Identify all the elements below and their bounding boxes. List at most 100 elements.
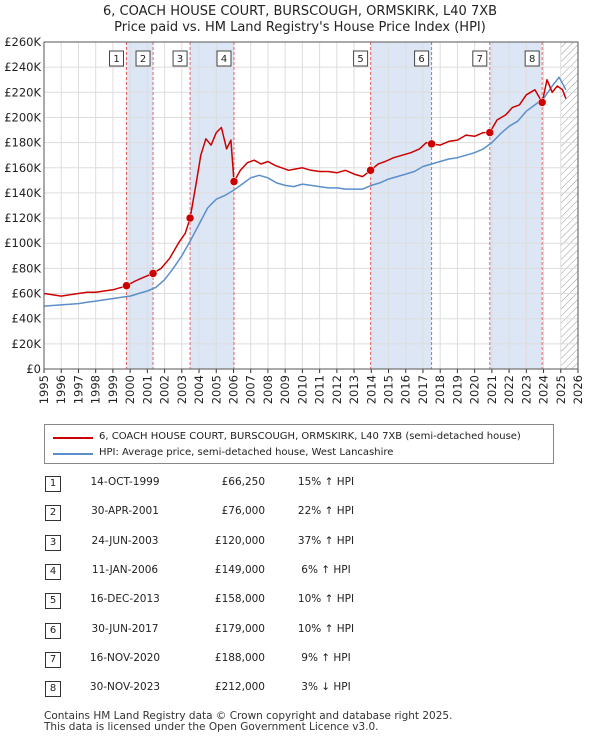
transaction-row: 3 24-JUN-2003 £120,000 37% ↑ HPI [0, 534, 600, 561]
transaction-date: 16-DEC-2013 [90, 593, 160, 606]
sale-marker-number-8: 8 [529, 54, 535, 65]
x-tick-label: 2005 [209, 375, 223, 404]
sale-marker-box-5 [353, 50, 369, 67]
sale-marker-box-3 [172, 50, 188, 67]
transaction-hpi-diff: 3% ↓ HPI [301, 681, 351, 694]
transaction-number: 4 [45, 563, 61, 580]
x-tick-label: 2007 [244, 375, 258, 404]
x-tick-label: 2008 [261, 375, 275, 404]
price-chart: £0 £20K £40K £60K £80K £100K £120K £140K £160K £1… [4, 35, 585, 404]
sale-marker-box-1 [109, 50, 125, 67]
sale-point-2 [148, 269, 158, 278]
x-tick-label: 2019 [450, 375, 464, 404]
x-tick-label: 2010 [295, 375, 309, 404]
y-tick-label: £0 [26, 362, 41, 376]
transaction-price: £158,000 [214, 593, 265, 606]
x-tick-label: 2013 [347, 375, 361, 404]
x-tick-label: 2020 [468, 375, 482, 404]
transaction-number: 5 [45, 593, 61, 610]
plot-frame [43, 41, 579, 370]
chart-title: 6, COACH HOUSE COURT, BURSCOUGH, ORMSKIR… [102, 4, 498, 19]
sale-point-5 [366, 166, 375, 175]
transaction-date: 30-NOV-2023 [89, 681, 161, 694]
chart-legend: 6, COACH HOUSE COURT, BURSCOUGH, ORMSKIR… [44, 424, 554, 464]
x-tick-label: 2003 [175, 375, 189, 404]
x-tick-label: 2023 [519, 375, 533, 404]
x-tick-label: 2012 [330, 375, 344, 404]
x-tick-label: 2001 [140, 375, 154, 404]
sale-marker-number-1: 1 [113, 54, 119, 65]
y-tick-label: £200K [4, 110, 41, 124]
x-tick-label: 2016 [399, 375, 413, 404]
transaction-price: £188,000 [214, 651, 265, 664]
transaction-hpi-diff: 15% ↑ HPI [297, 476, 355, 488]
sale-point-4 [229, 177, 239, 186]
x-tick-label: 1996 [54, 375, 68, 404]
transaction-hpi-diff: 37% ↑ HPI [297, 534, 355, 547]
y-tick-label: £20K [12, 337, 42, 351]
sale-marker-box-7 [472, 50, 488, 67]
shaded-period-3 [370, 42, 432, 369]
sale-point-3 [185, 213, 195, 223]
sale-point-8 [537, 98, 547, 107]
sale-marker-number-2: 2 [140, 54, 146, 65]
transaction-row: 8 30-NOV-2023 £212,000 3% ↓ HPI [0, 681, 600, 707]
sale-marker-number-4: 4 [221, 54, 227, 65]
y-tick-label: £100K [4, 236, 41, 250]
sale-marker-number-3: 3 [177, 54, 183, 65]
sale-marker-box-8 [524, 50, 540, 67]
transaction-price: £149,000 [214, 563, 265, 576]
chart-subtitle: Price paid vs. HM Land Registry's House … [114, 20, 486, 35]
x-tick-label: 2022 [502, 375, 516, 404]
sale-point-6 [427, 139, 436, 149]
transaction-date: 11-JAN-2006 [91, 563, 159, 576]
y-tick-label: £180K [4, 136, 41, 150]
x-tick-label: 2024 [537, 375, 551, 404]
transaction-number: 1 [45, 476, 61, 492]
shaded-period-2 [190, 42, 235, 369]
transaction-date: 14-OCT-1999 [90, 476, 160, 488]
y-tick-label: £120K [4, 211, 41, 225]
y-tick-label: £40K [12, 312, 42, 326]
footer-licence: This data is licensed under the Open Gov… [44, 721, 379, 733]
x-tick-label: 2011 [313, 375, 327, 404]
y-tick-label: £220K [4, 85, 41, 99]
x-tick-label: 1999 [106, 375, 120, 404]
transaction-date: 30-APR-2001 [91, 505, 159, 518]
sale-marker-number-5: 5 [357, 54, 363, 65]
y-tick-label: £260K [4, 35, 41, 49]
transaction-row: 2 30-APR-2001 £76,000 22% ↑ HPI [0, 505, 600, 531]
transaction-date: 16-NOV-2020 [89, 651, 161, 664]
transaction-number: 8 [45, 681, 61, 698]
x-tick-label: 2026 [571, 375, 585, 404]
transaction-number: 6 [45, 622, 61, 639]
transaction-hpi-diff: 10% ↑ HPI [297, 622, 355, 635]
y-tick-label: £240K [4, 60, 41, 74]
transaction-number: 3 [45, 534, 61, 551]
transaction-number: 2 [45, 505, 61, 522]
x-tick-label: 2004 [192, 375, 206, 404]
transaction-hpi-diff: 10% ↑ HPI [297, 593, 355, 606]
x-tick-label: 2017 [416, 375, 430, 404]
x-tick-label: 2006 [226, 375, 240, 404]
y-tick-label: £60K [12, 287, 42, 301]
transaction-price: £76,000 [221, 505, 265, 518]
transaction-date: 30-JUN-2017 [91, 622, 159, 635]
x-tick-label: 2014 [364, 375, 378, 404]
legend-property-label: 6, COACH HOUSE COURT, BURSCOUGH, ORMSKIR… [99, 431, 521, 442]
legend-hpi-label: HPI: Average price, semi-detached house,… [99, 447, 394, 458]
transaction-price: £66,250 [221, 476, 265, 488]
x-tick-label: 2025 [554, 375, 568, 404]
sale-marker-box-2 [135, 50, 151, 67]
transaction-price: £179,000 [214, 622, 265, 635]
transaction-number: 7 [45, 651, 61, 668]
sale-point-1 [122, 281, 131, 290]
transaction-hpi-diff: 9% ↑ HPI [301, 651, 351, 664]
y-tick-label: £160K [4, 161, 41, 175]
x-tick-label: 1995 [37, 375, 51, 404]
x-tick-label: 2002 [158, 375, 172, 404]
transaction-hpi-diff: 6% ↑ HPI [301, 563, 351, 576]
hpi-series-line [44, 76, 567, 307]
transaction-price: £120,000 [214, 534, 265, 547]
footer-copyright: Contains HM Land Registry data © Crown c… [44, 710, 453, 722]
